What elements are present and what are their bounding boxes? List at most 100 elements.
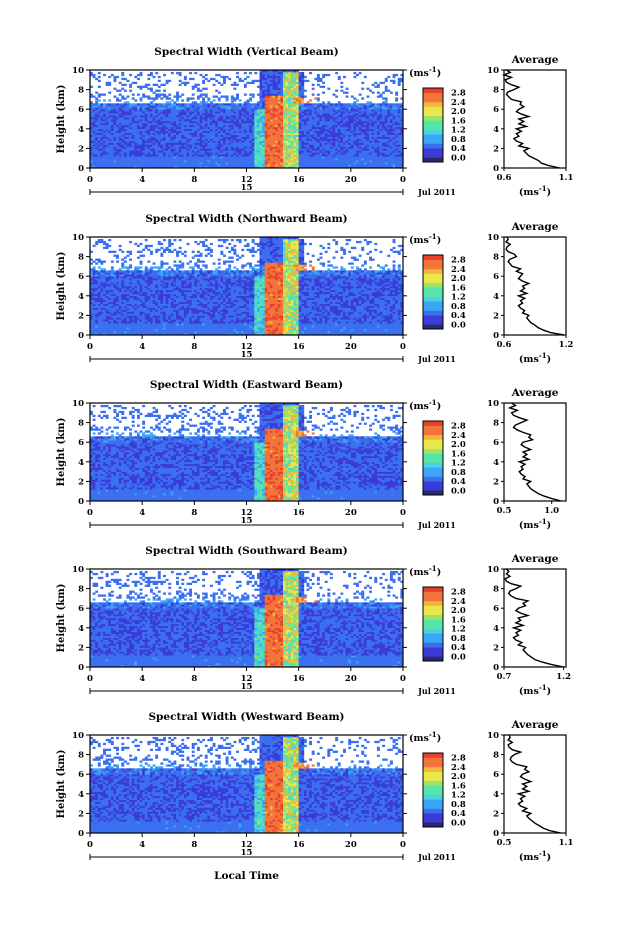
heatmap-cell xyxy=(270,115,273,117)
heatmap-cell xyxy=(142,156,145,158)
heatmap-cell xyxy=(132,137,135,139)
heatmap-cell xyxy=(127,148,130,150)
heatmap-cell xyxy=(359,123,362,125)
heatmap-cell xyxy=(197,160,200,162)
heatmap-cell xyxy=(213,148,216,150)
heatmap-cell xyxy=(218,123,221,125)
heatmap-cell xyxy=(249,99,252,101)
heatmap-cell xyxy=(108,321,111,323)
heatmap-cell xyxy=(361,82,364,84)
heatmap-cell xyxy=(100,107,103,109)
heatmap-cell xyxy=(207,146,210,148)
heatmap-cell xyxy=(273,154,276,156)
heatmap-cell xyxy=(171,111,174,113)
panel-title: Spectral Width (Vertical Beam) xyxy=(154,46,338,58)
heatmap-cell xyxy=(171,160,174,162)
heatmap-cell xyxy=(236,160,239,162)
heatmap-cell xyxy=(205,127,208,129)
heatmap-cell xyxy=(160,148,163,150)
heatmap-cell xyxy=(100,321,103,323)
heatmap-cell xyxy=(207,158,210,160)
heatmap-cell xyxy=(280,164,283,166)
heatmap-cell xyxy=(244,107,247,109)
heatmap-cell xyxy=(127,135,130,137)
heatmap-cell xyxy=(270,99,273,101)
heatmap-cell xyxy=(213,143,216,145)
heatmap-cell xyxy=(262,162,265,164)
heatmap-cell xyxy=(286,146,289,148)
heatmap-cell xyxy=(210,158,213,160)
colorbar-segment xyxy=(423,153,443,158)
heatmap-cell xyxy=(173,109,176,111)
heatmap-cell xyxy=(241,144,244,146)
heatmap-cell xyxy=(145,111,148,113)
heatmap-cell xyxy=(364,109,367,111)
heatmap-cell xyxy=(171,146,174,148)
heatmap-cell xyxy=(301,137,304,139)
heatmap-cell xyxy=(322,117,325,119)
heatmap-cell xyxy=(153,150,156,152)
heatmap-cell xyxy=(314,131,317,133)
heatmap-cell xyxy=(215,131,218,133)
heatmap-cell xyxy=(93,304,96,306)
heatmap-cell xyxy=(116,103,119,105)
heatmap-cell xyxy=(124,97,127,99)
heatmap-cell xyxy=(239,158,242,160)
heatmap-cell xyxy=(390,117,393,119)
heatmap-cell xyxy=(374,146,377,148)
heatmap-cell xyxy=(116,150,119,152)
heatmap-cell xyxy=(100,308,103,310)
heatmap-cell xyxy=(390,107,393,109)
heatmap-cell xyxy=(309,72,312,74)
heatmap-cell xyxy=(233,125,236,127)
heatmap-cell xyxy=(121,127,124,129)
heatmap-cell xyxy=(359,133,362,135)
heatmap-cell xyxy=(129,115,132,117)
heatmap-cell xyxy=(93,154,96,156)
heatmap-cell xyxy=(353,109,356,111)
heatmap-cell xyxy=(197,146,200,148)
heatmap-cell xyxy=(192,139,195,141)
heatmap-cell xyxy=(265,95,268,97)
heatmap-cell xyxy=(145,103,148,105)
heatmap-cell xyxy=(184,158,187,160)
heatmap-cell xyxy=(296,82,299,84)
heatmap-cell xyxy=(369,123,372,125)
heatmap-cell xyxy=(173,107,176,109)
heatmap-cell xyxy=(93,119,96,121)
heatmap-cell xyxy=(145,123,148,125)
heatmap-cell xyxy=(278,88,281,90)
heatmap-cell xyxy=(270,113,273,115)
heatmap-cell xyxy=(291,88,294,90)
heatmap-cell xyxy=(108,156,111,158)
heatmap-cell xyxy=(192,97,195,99)
heatmap-cell xyxy=(93,113,96,115)
heatmap-cell xyxy=(241,80,244,82)
heatmap-cell xyxy=(249,127,252,129)
heatmap-cell xyxy=(158,164,161,166)
heatmap-cell xyxy=(254,127,257,129)
heatmap-cell xyxy=(239,131,242,133)
heatmap-cell xyxy=(153,152,156,154)
heatmap-cell xyxy=(155,162,158,164)
heatmap-cell xyxy=(301,88,304,90)
heatmap-cell xyxy=(359,148,362,150)
heatmap-cell xyxy=(103,113,106,115)
heatmap-cell xyxy=(179,131,182,133)
heatmap-cell xyxy=(220,103,223,105)
heatmap-cell xyxy=(306,137,309,139)
heatmap-cell xyxy=(223,129,226,131)
heatmap-cell xyxy=(93,156,96,158)
heatmap-cell xyxy=(113,146,116,148)
heatmap-cell xyxy=(330,148,333,150)
heatmap-cell xyxy=(301,141,304,143)
heatmap-cell xyxy=(153,125,156,127)
heatmap-cell xyxy=(380,160,383,162)
heatmap-cell xyxy=(137,144,140,146)
heatmap-cell xyxy=(265,113,268,115)
heatmap-cell xyxy=(95,323,98,325)
heatmap-cell xyxy=(301,107,304,109)
heatmap-cell xyxy=(197,152,200,154)
heatmap-cell xyxy=(380,105,383,107)
heatmap-cell xyxy=(98,95,101,97)
